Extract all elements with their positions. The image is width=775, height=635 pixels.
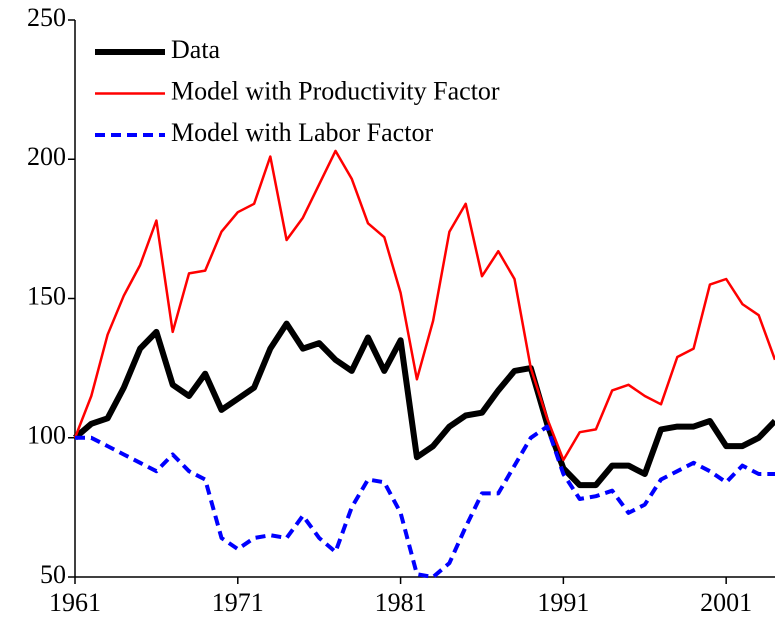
x-tick-label: 1961 (49, 588, 101, 617)
y-tick-label: 100 (27, 421, 66, 450)
x-tick-label: 1971 (212, 588, 264, 617)
x-tick-label: 1981 (375, 588, 427, 617)
y-tick-label: 50 (40, 560, 66, 589)
y-tick-label: 200 (27, 142, 66, 171)
y-tick-label: 150 (27, 281, 66, 310)
y-tick-label: 250 (27, 3, 66, 32)
line-series (73, 320, 775, 489)
x-tick-label: 1991 (537, 588, 589, 617)
x-tick-label: 2001 (700, 588, 752, 617)
legend-label: Model with Productivity Factor (171, 76, 500, 105)
line-series (73, 149, 775, 462)
line-series (75, 424, 775, 579)
legend-label: Model with Labor Factor (171, 118, 433, 147)
legend-label: Data (171, 35, 221, 64)
